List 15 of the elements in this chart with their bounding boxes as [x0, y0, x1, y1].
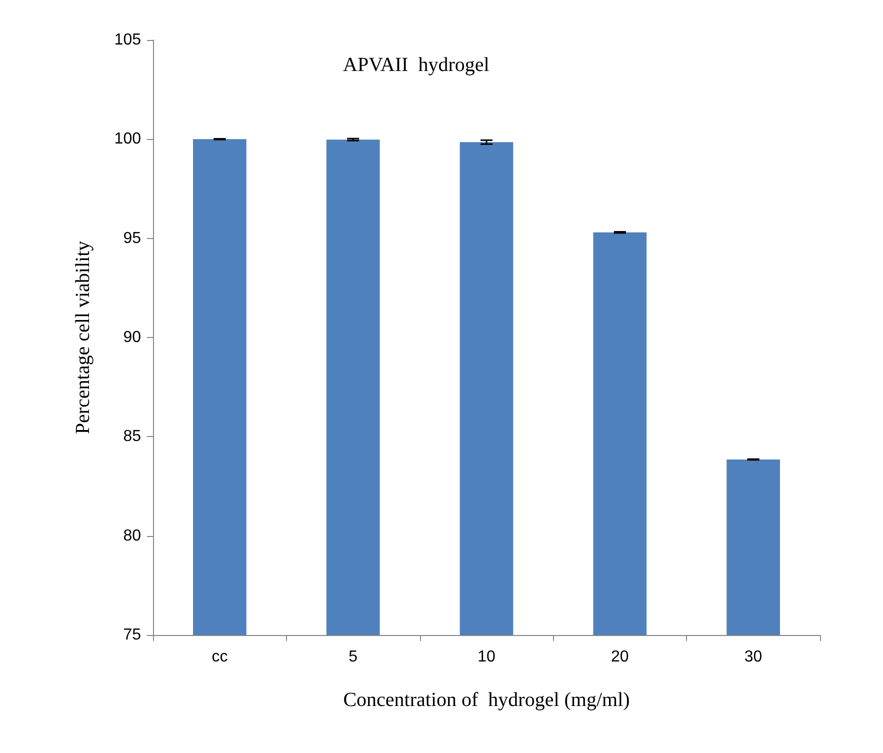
y-tick-label: 105	[114, 32, 142, 48]
x-tick-label: cc	[212, 648, 228, 666]
y-tick-label: 85	[123, 428, 142, 446]
x-axis-title: Concentration of hydrogel (mg/ml)	[343, 689, 630, 711]
x-tick-label: 20	[611, 648, 629, 666]
x-tick-label: 30	[744, 648, 762, 666]
x-tick-label: 10	[478, 648, 496, 666]
x-tick-label: 5	[348, 648, 358, 666]
y-tick-label: 90	[123, 329, 142, 346]
y-axis-title: Percentage cell viability	[72, 240, 94, 434]
y-tick-label: 100	[114, 130, 142, 148]
text: APVAII hydrogel	[343, 54, 490, 76]
y-tick-label: 95	[123, 230, 142, 247]
y-tick-label: 75	[123, 626, 142, 644]
y-tick-label: 80	[123, 527, 142, 544]
